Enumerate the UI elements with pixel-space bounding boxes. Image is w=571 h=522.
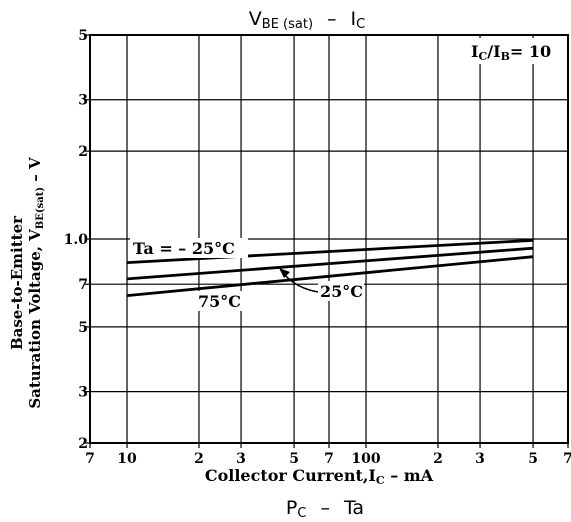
y-tick-label: 5 [78,320,88,336]
x-tick-label: 7 [85,451,95,467]
chart-title: VBE (sat) – IC [249,8,365,32]
series-line-1 [126,246,534,281]
y-tick-label: 3 [78,93,88,109]
y-tick-label: 7 [78,277,88,293]
x-tick-label: 2 [433,451,443,467]
x-tick-label: 3 [236,451,246,467]
y-tick-label: 3 [78,385,88,401]
x-tick-label: 3 [475,451,485,467]
x-tick-label: 7 [563,451,571,467]
title-rest-sub: C [356,17,365,32]
x-tick-label: 5 [528,451,538,467]
condition-label-bg [468,38,566,64]
x-tick-label: 7 [324,451,334,467]
y-tick-label: 2 [78,436,88,452]
x-tick-label: 100 [351,451,380,467]
next-chart-title: PC – Ta [286,497,364,521]
title-sub: BE (sat) [262,17,313,32]
y-tick-label: 1.0 [64,232,89,248]
series-label-bg-25 [318,281,364,301]
title-rest: I [351,8,357,30]
plot-frame [89,34,569,444]
series-label-bg-m25 [130,238,248,258]
series-lines [126,238,534,297]
x-tick-label: 5 [289,451,299,467]
series-label-bg-75 [196,291,242,311]
y-axis-label-line1: Base-to-Emitter [8,215,26,350]
series-line-2 [126,255,534,297]
x-tick-label: 10 [117,451,137,467]
condition-label: IC/IB= 10 [471,42,551,63]
series-line-0 [126,238,534,264]
x-axis-label: Collector Current,IC – mA [205,466,434,487]
title-dash: – [327,8,337,30]
series-label-75: 75°C [198,292,241,311]
y-tick-label: 5 [78,28,88,44]
y-axis-label-line2: Saturation Voltage, VBE(sat) – V [26,157,46,409]
series-label-m25: Ta = – 25°C [133,239,235,258]
y-tick-label: 2 [78,144,88,160]
y-axis-label: Base-to-Emitter Saturation Voltage, VBE(… [8,157,46,409]
series-label-25-arrowhead [279,268,290,278]
series-label-25: 25°C [320,282,363,301]
series-label-25-leader [283,273,319,293]
x-tick-label: 2 [194,451,204,467]
title-main: V [249,8,262,30]
